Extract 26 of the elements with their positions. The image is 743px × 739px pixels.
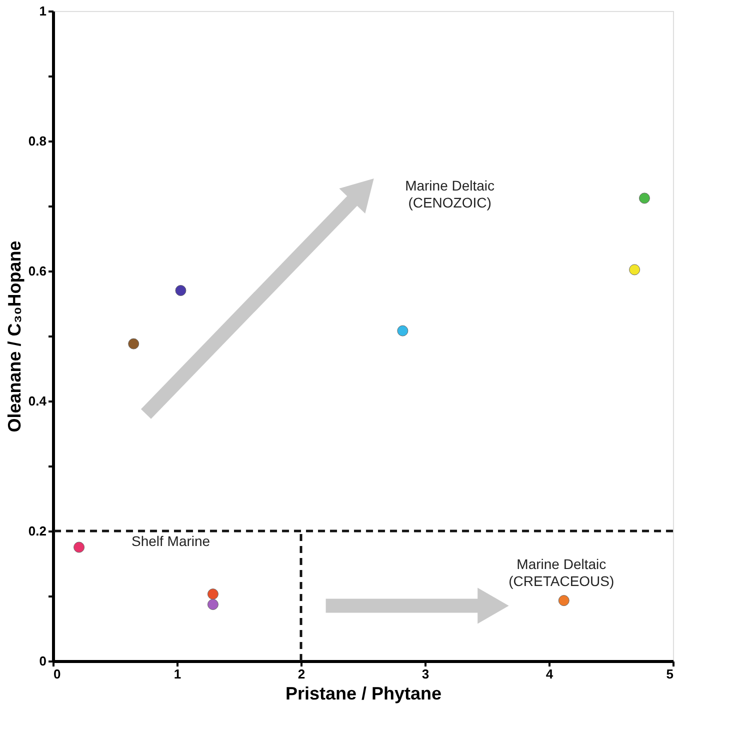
x-tick-label: 5	[666, 666, 674, 682]
y-axis-title: Oleanane / C₃₀Hopane	[4, 240, 24, 432]
point	[558, 595, 570, 606]
x-tick-label: 0	[54, 666, 61, 682]
point	[397, 325, 408, 336]
annotation: Marine Deltaic (CENOZOIC)	[405, 178, 495, 210]
y-tick-label: 0.4	[28, 394, 48, 408]
point	[207, 588, 218, 600]
y-tick-label: 0.2	[28, 524, 46, 538]
annotation: Marine Deltaic (CRETACEOUS)	[508, 556, 614, 589]
y-tick-label: 1	[39, 4, 46, 18]
y-tick-label: 0.8	[28, 134, 46, 148]
x-tick-label: 4	[546, 666, 554, 682]
point	[629, 264, 640, 276]
point	[638, 192, 650, 204]
y-tick-label: 0	[39, 654, 46, 668]
x-tick-label: 1	[174, 666, 182, 682]
point	[128, 338, 140, 350]
point	[175, 285, 186, 296]
y-tick-label: 0.6	[28, 264, 46, 278]
x-axis-title: Pristane / Phytane	[285, 684, 442, 704]
x-tick-label: 2	[298, 666, 306, 682]
point	[74, 542, 85, 553]
annotation: Shelf Marine	[132, 533, 210, 550]
x-tick-label: 3	[422, 666, 430, 682]
point	[207, 598, 218, 610]
